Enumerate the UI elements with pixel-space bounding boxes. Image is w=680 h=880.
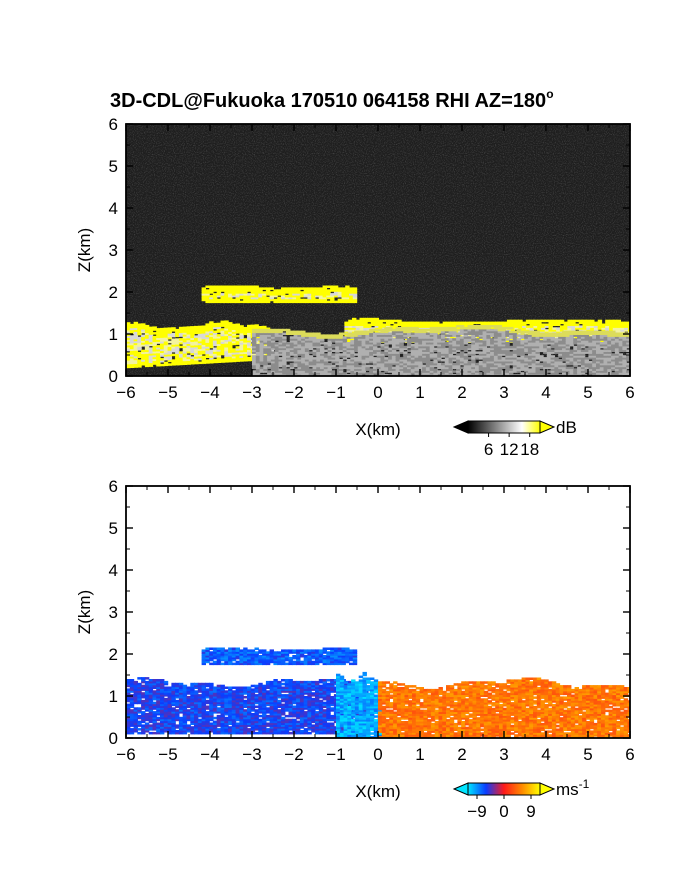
snr-xlabel: X(km) xyxy=(355,420,400,439)
snr-ytick-label: 5 xyxy=(109,157,118,176)
snr-ytick-label: 4 xyxy=(109,199,118,218)
snr-xtick-label: 6 xyxy=(625,383,634,402)
velocity-panel: −6 −5 −4 −3 −2 −1 0 1 2 3 4 5 6 0 1 2 3 4 5 6 X(km) Z(km) −… xyxy=(75,477,635,821)
velocity-xtick-label: −4 xyxy=(200,745,219,764)
snr-xtick-label: 0 xyxy=(373,383,382,402)
velocity-ytick-label: 5 xyxy=(109,519,118,538)
velocity-colorbar-max-arrow xyxy=(539,782,556,796)
velocity-feature-3 xyxy=(378,677,630,738)
velocity-xtick-label: 4 xyxy=(541,745,550,764)
velocity-xtick-label: −2 xyxy=(284,745,303,764)
snr-colorbar: 6 12 18 dB xyxy=(452,418,577,459)
velocity-ytick-label: 4 xyxy=(109,561,118,580)
snr-colorbar-tick-label: 18 xyxy=(520,440,539,459)
velocity-xtick-label: 1 xyxy=(415,745,424,764)
snr-colorbar-tick-label: 6 xyxy=(484,440,493,459)
snr-ytick-label: 6 xyxy=(109,115,118,134)
velocity-colorbar-tick-label: 0 xyxy=(499,802,508,821)
title-degree-superscript: o xyxy=(546,87,553,101)
snr-xtick-label: −5 xyxy=(158,383,177,402)
velocity-colorbar-tick-label: 9 xyxy=(526,802,535,821)
velocity-xtick-label: 5 xyxy=(583,745,592,764)
velocity-ytick-label: 1 xyxy=(109,687,118,706)
velocity-colorbar: −9 0 9 ms-1 xyxy=(452,777,590,821)
figure-title: 3D-CDL@Fukuoka 170510 064158 RHI AZ=180o xyxy=(110,87,554,112)
velocity-xtick-label: 3 xyxy=(499,745,508,764)
snr-colorbar-max-arrow xyxy=(539,420,556,434)
snr-xtick-label: 4 xyxy=(541,383,550,402)
snr-ytick-label: 0 xyxy=(109,367,118,386)
snr-xtick-label: −3 xyxy=(242,383,261,402)
velocity-xtick-label: −5 xyxy=(158,745,177,764)
velocity-xtick-label: 0 xyxy=(373,745,382,764)
snr-xtick-label: −6 xyxy=(116,383,135,402)
velocity-colorbar-bar xyxy=(467,782,541,796)
snr-feature-0 xyxy=(201,285,358,304)
snr-xtick-label: 2 xyxy=(457,383,466,402)
velocity-feature-2 xyxy=(336,671,382,738)
snr-ytick-label: 3 xyxy=(109,241,118,260)
velocity-feature-0 xyxy=(201,647,358,666)
snr-colorbar-bar xyxy=(467,420,541,434)
velocity-ytick-label: 6 xyxy=(109,477,118,496)
snr-xtick-label: −2 xyxy=(284,383,303,402)
velocity-xlabel: X(km) xyxy=(355,782,400,801)
snr-colorbar-unit: dB xyxy=(556,418,577,437)
velocity-ytick-label: 3 xyxy=(109,603,118,622)
velocity-colorbar-unit: ms-1 xyxy=(556,777,590,799)
velocity-colorbar-min-arrow xyxy=(452,782,469,796)
snr-xtick-label: −1 xyxy=(326,383,345,402)
snr-ytick-label: 1 xyxy=(109,325,118,344)
snr-colorbar-tick-label: 12 xyxy=(500,440,519,459)
velocity-colorbar-tick-label: −9 xyxy=(467,802,486,821)
snr-xtick-label: 3 xyxy=(499,383,508,402)
velocity-xtick-label: −1 xyxy=(326,745,345,764)
velocity-ylabel: Z(km) xyxy=(75,590,94,634)
snr-xtick-label: 5 xyxy=(583,383,592,402)
velocity-xtick-label: −3 xyxy=(242,745,261,764)
snr-colorbar-min-arrow xyxy=(452,420,469,434)
velocity-xtick-label: 6 xyxy=(625,745,634,764)
snr-xtick-label: 1 xyxy=(415,383,424,402)
velocity-xtick-label: 2 xyxy=(457,745,466,764)
snr-ytick-label: 2 xyxy=(109,283,118,302)
snr-xtick-label: −4 xyxy=(200,383,219,402)
velocity-ytick-label: 2 xyxy=(109,645,118,664)
snr-ylabel: Z(km) xyxy=(75,228,94,272)
velocity-ytick-label: 0 xyxy=(109,729,118,748)
velocity-xtick-label: −6 xyxy=(116,745,135,764)
